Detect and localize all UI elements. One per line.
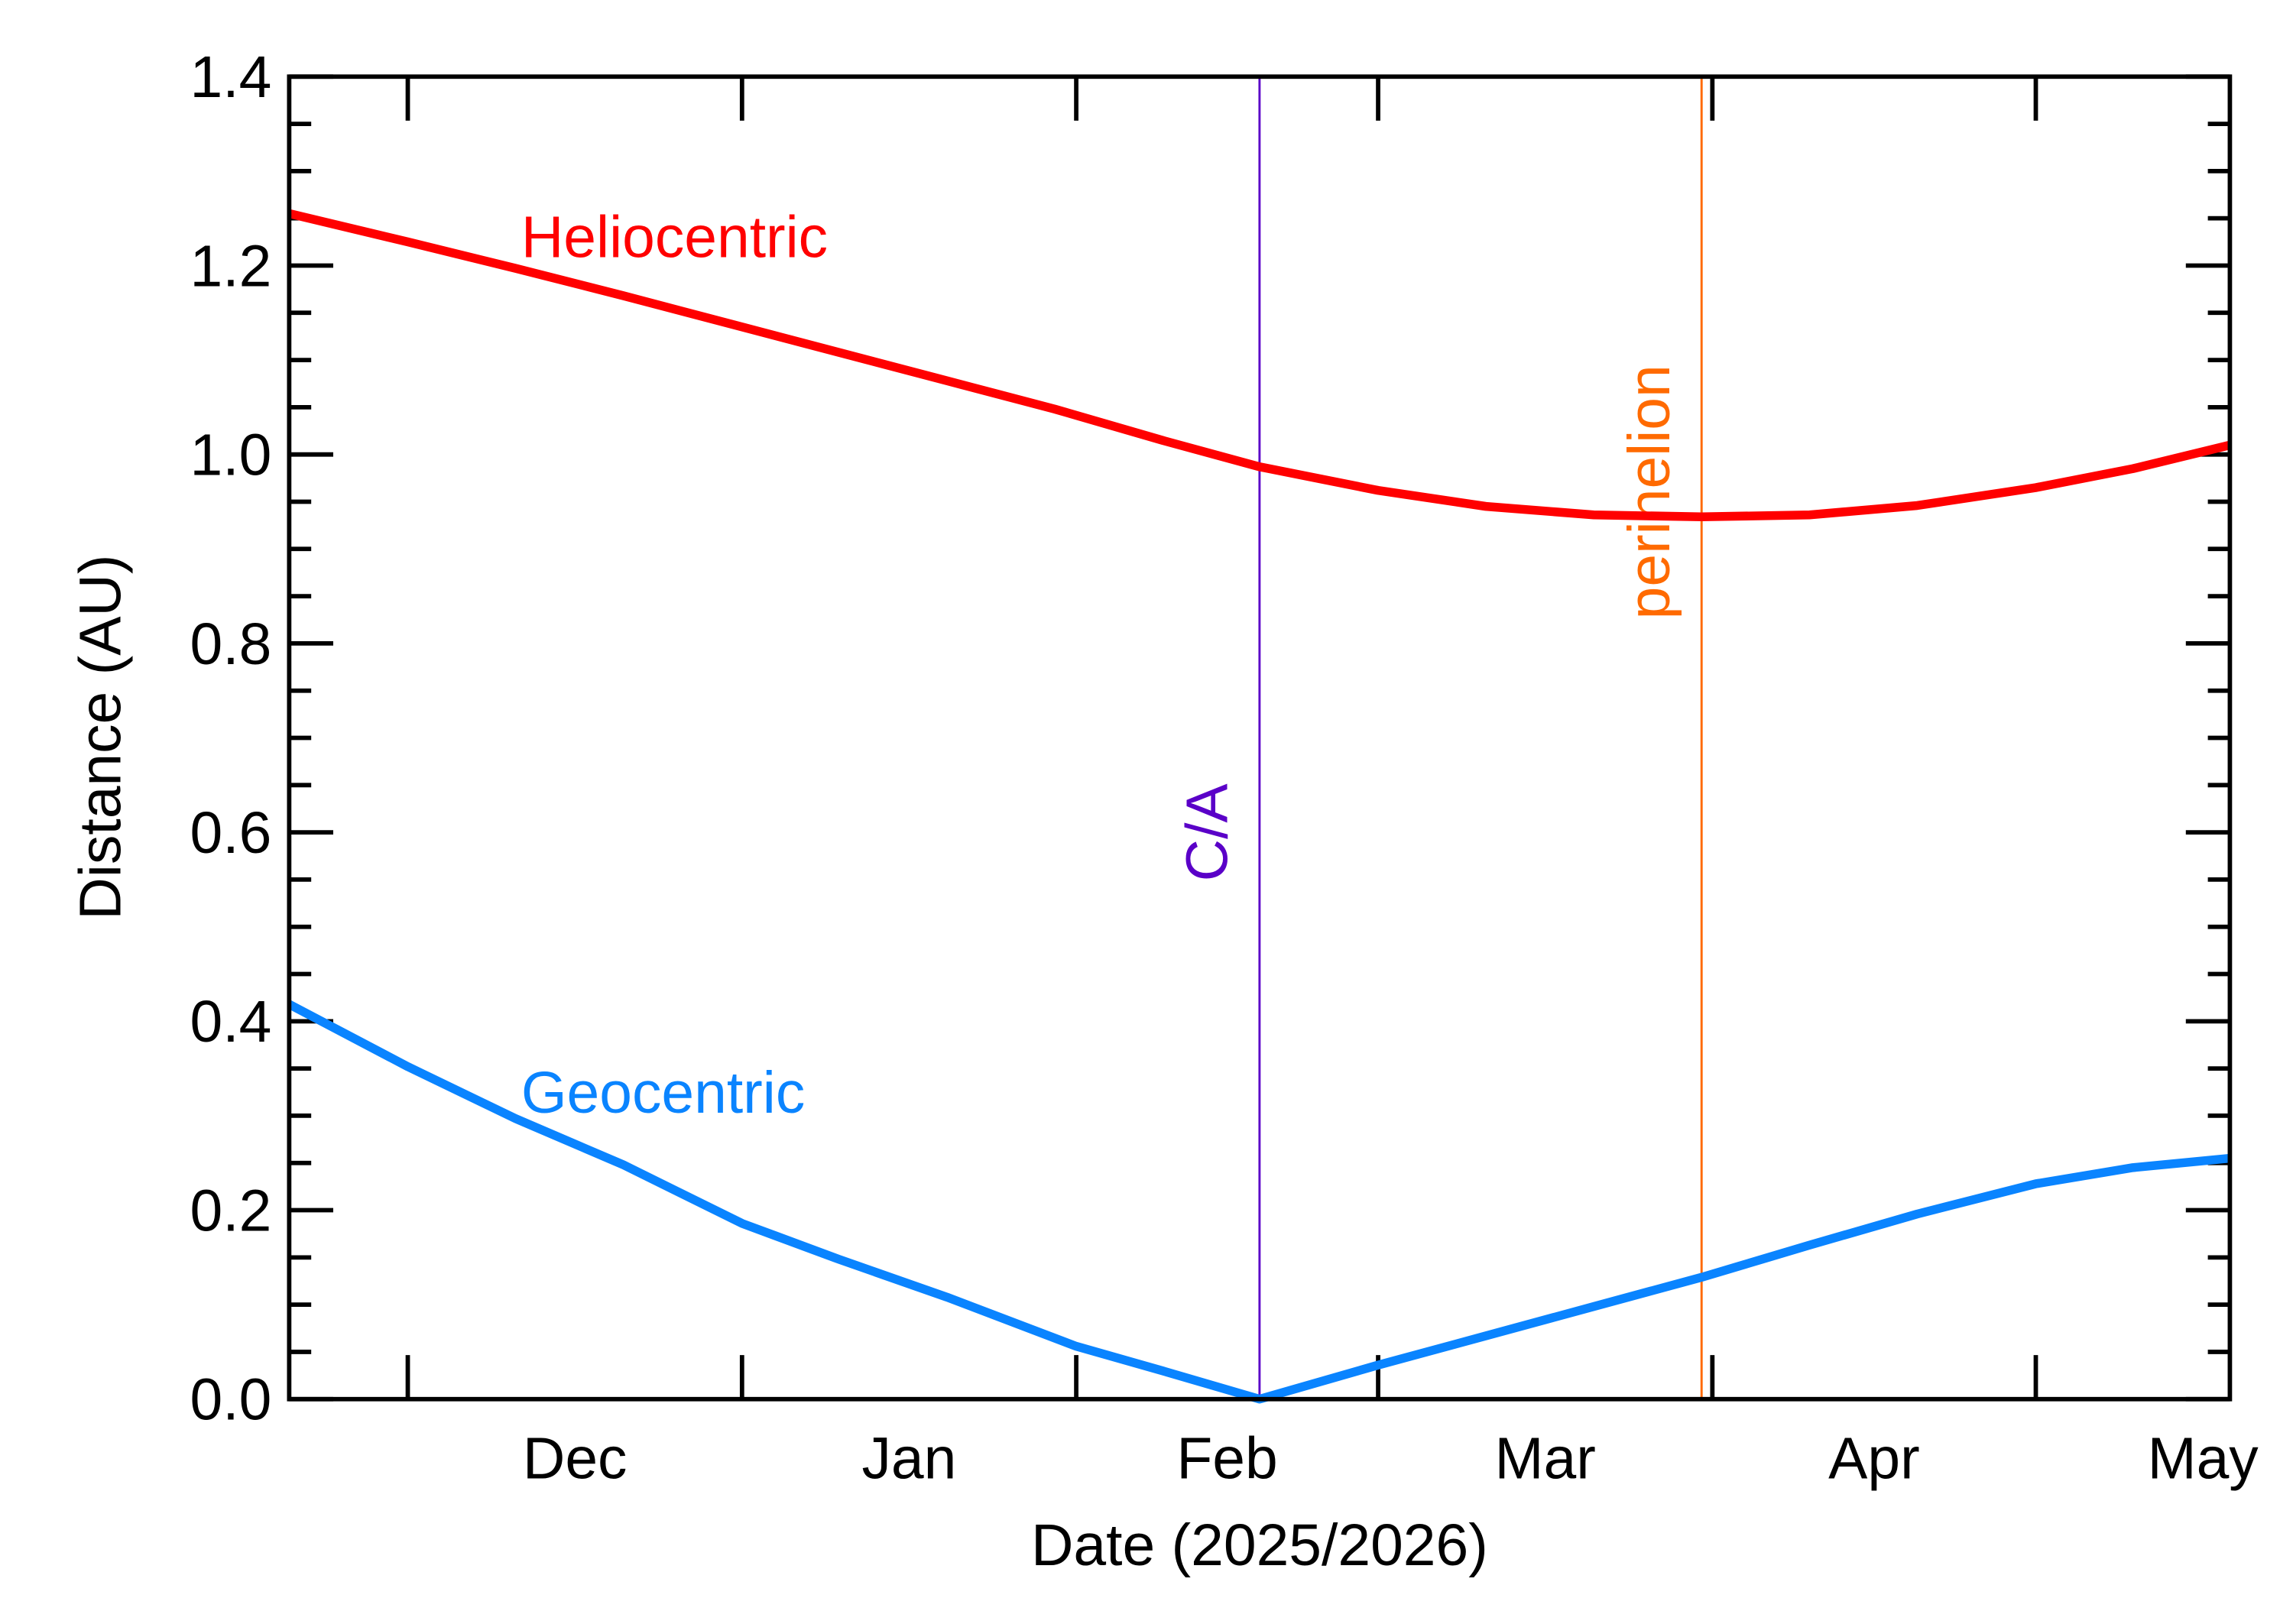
plot-frame <box>287 74 2233 1402</box>
y-tick-label: 0.0 <box>190 1367 272 1433</box>
x-tick-label: May <box>2148 1425 2259 1491</box>
series-label: Heliocentric <box>521 205 828 271</box>
x-tick-label: Jan <box>862 1425 957 1491</box>
series-label: Geocentric <box>521 1060 805 1126</box>
y-tick-label: 1.0 <box>190 423 272 488</box>
x-tick-label: Apr <box>1828 1425 1920 1491</box>
y-tick-label: 0.8 <box>190 611 272 677</box>
y-tick-label: 1.2 <box>190 233 272 299</box>
y-tick-label: 0.4 <box>190 989 272 1055</box>
y-tick-label: 1.4 <box>190 44 272 110</box>
x-tick-label: Dec <box>523 1425 628 1491</box>
y-tick-label: 0.6 <box>190 800 272 866</box>
y-axis-label: Distance (AU) <box>67 555 133 920</box>
x-tick-label: Mar <box>1495 1425 1596 1491</box>
x-axis-label: Date (2025/2026) <box>1031 1512 1488 1578</box>
marker-label: perihelion <box>1617 365 1682 619</box>
x-tick-label: Feb <box>1176 1425 1277 1491</box>
marker-label: C/A <box>1175 783 1241 882</box>
series-line <box>288 209 2231 522</box>
y-tick-label: 0.2 <box>190 1178 272 1243</box>
